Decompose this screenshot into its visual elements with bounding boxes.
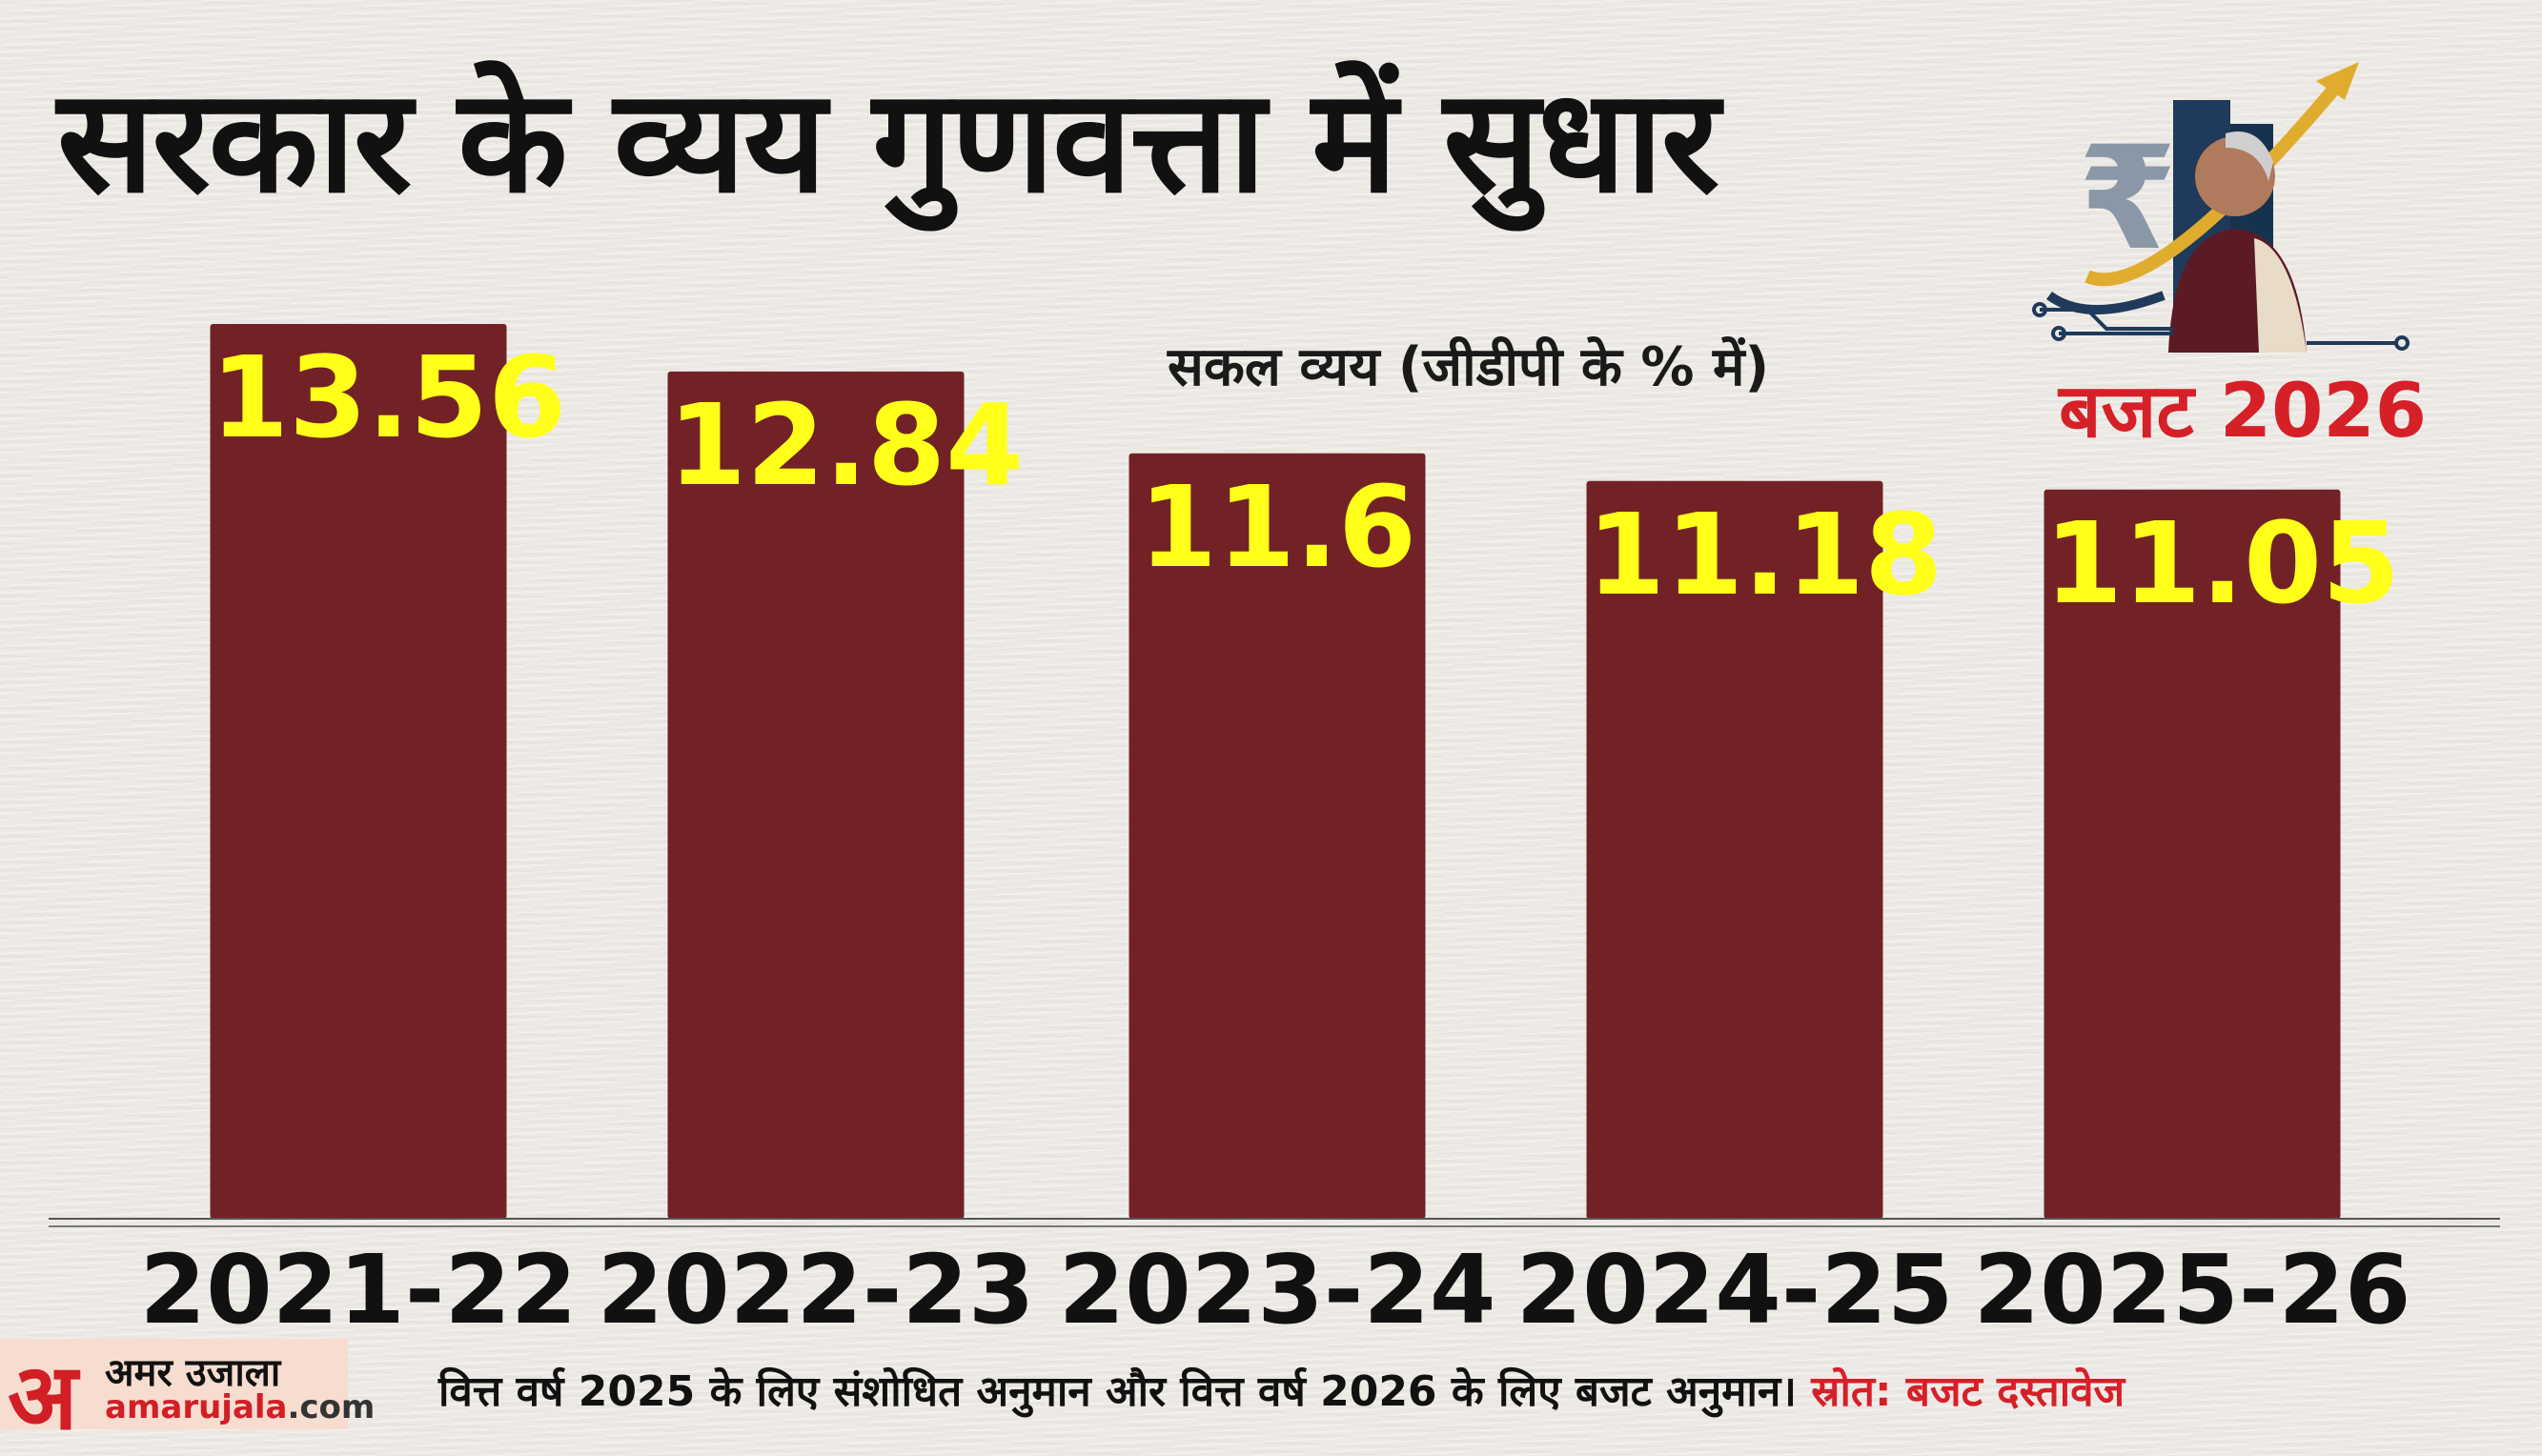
bar-2023-24	[1129, 453, 1426, 1219]
bar-2022-23	[667, 371, 965, 1219]
value-label: 11.18	[1587, 488, 1943, 620]
logo-domain-main: amarujala	[105, 1388, 288, 1426]
rupee-icon: ₹	[2078, 116, 2177, 282]
budget-logo: ₹	[2032, 62, 2410, 353]
x-tick-label: 2024-25	[1515, 1234, 1954, 1345]
x-tick-label: 2022-23	[597, 1234, 1035, 1345]
bar-2025-26	[2044, 489, 2341, 1219]
logo-domain: amarujala.com	[105, 1388, 375, 1426]
x-axis-line	[49, 1218, 2500, 1227]
value-label: 11.6	[1138, 460, 1417, 593]
amar-ujala-logo[interactable]: अ अमर उजाला amarujala.com	[0, 1339, 375, 1450]
page-title: सरकार के व्यय गुणवत्ता में सुधार	[57, 59, 1719, 225]
value-label: 11.05	[2044, 496, 2401, 629]
bar-2024-25	[1586, 480, 1883, 1220]
value-label: 13.56	[211, 332, 567, 463]
logo-domain-tld: .com	[287, 1388, 376, 1426]
x-tick-label: 2025-26	[1973, 1234, 2411, 1345]
chart-title: सकल व्यय (जीडीपी के % में)	[1168, 336, 1770, 398]
arrow-up-icon	[2084, 71, 2350, 287]
x-tick-label: 2023-24	[1058, 1234, 1496, 1345]
logo-hindi-name: अमर उजाला	[105, 1351, 281, 1395]
footnote-text: वित्त वर्ष 2025 के लिए संशोधित अनुमान और…	[438, 1367, 1797, 1416]
bar-2021-22	[210, 324, 507, 1219]
value-label: 12.84	[668, 378, 1025, 511]
source-credit: स्रोत: बजट दस्तावेज	[1811, 1367, 2125, 1416]
x-tick-label: 2021-22	[139, 1234, 578, 1345]
budget-2026-badge: बजट 2026	[2059, 369, 2427, 455]
footnote: वित्त वर्ष 2025 के लिए संशोधित अनुमान और…	[438, 1361, 2125, 1418]
logo-letter: अ	[8, 1344, 78, 1450]
